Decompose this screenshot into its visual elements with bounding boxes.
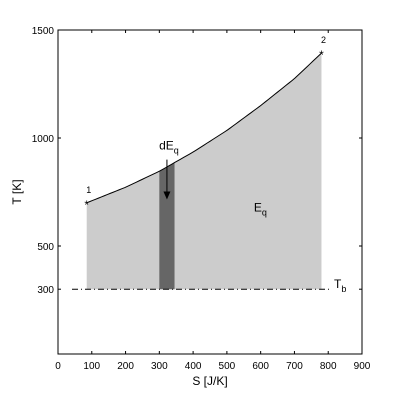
baseline-label: Tb [334, 277, 346, 294]
y-axis-ticks: 300 500 1000 1500 [32, 26, 362, 296]
x-tick-label: 100 [83, 361, 100, 372]
area-fill [86, 53, 322, 290]
y-tick-label: 300 [37, 285, 54, 296]
axes-box [57, 29, 363, 355]
point-1-marker: * [84, 198, 89, 212]
area-label-sub: q [262, 207, 267, 217]
x-axis-ticks: 0 100 200 300 400 500 600 700 800 900 [55, 30, 371, 372]
x-tick-label: 900 [354, 361, 371, 372]
dEq-arrow-head [163, 191, 171, 200]
x-tick-label: 800 [320, 361, 337, 372]
x-tick-label: 400 [185, 361, 202, 372]
baseline-label-main: T [334, 277, 342, 291]
y-axis-title: T [K] [10, 179, 24, 204]
x-tick-label: 200 [117, 361, 134, 372]
strip-label-main: dE [159, 139, 174, 153]
curve-line [86, 52, 322, 204]
x-tick-label: 600 [252, 361, 269, 372]
y-tick-label: 1000 [32, 134, 55, 145]
y-tick-label: 500 [37, 242, 54, 253]
y-tick-label: 1500 [32, 26, 55, 37]
x-tick-label: 0 [55, 361, 61, 372]
point-1-label: 1 [86, 185, 91, 195]
area-label: Eq [254, 200, 267, 217]
x-tick-label: 700 [286, 361, 303, 372]
point-2-marker: * [319, 48, 324, 62]
strip-label: dEq [159, 139, 179, 156]
x-axis-title: S [J/K] [192, 374, 227, 388]
area-label-main: E [254, 200, 262, 214]
point-2-label: 2 [321, 35, 326, 45]
strip-label-sub: q [174, 146, 179, 156]
strip-fill [159, 162, 175, 290]
x-tick-label: 500 [219, 361, 236, 372]
baseline-label-sub: b [341, 284, 346, 294]
x-tick-label: 300 [151, 361, 168, 372]
